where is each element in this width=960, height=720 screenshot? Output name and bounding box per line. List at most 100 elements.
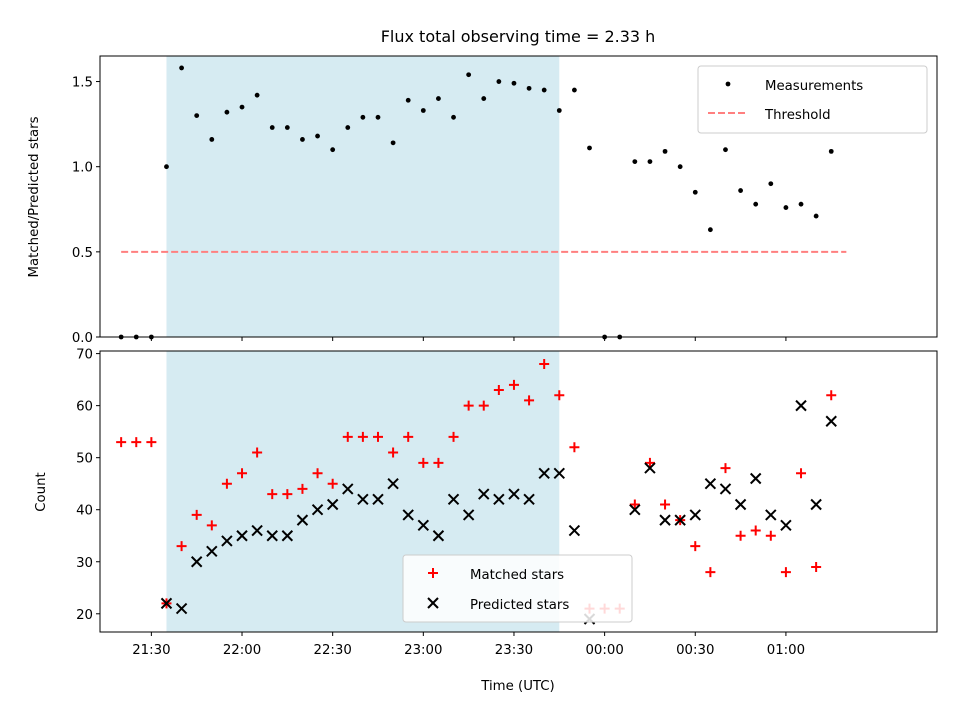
measurement-point (723, 147, 728, 153)
predicted-star-point (704, 477, 717, 490)
measurement-point (481, 96, 487, 101)
top-legend: Measurements Threshold (697, 65, 928, 134)
matched-star-point (357, 431, 368, 442)
bottom-ytick-label: 50 (76, 452, 93, 467)
predicted-star-point (175, 602, 188, 615)
measurement-point (390, 140, 396, 146)
legend-threshold-label: Threshold (764, 108, 831, 123)
measurement-point (436, 96, 441, 101)
measurement-point (315, 133, 320, 139)
predicted-star-point (236, 530, 248, 542)
measurement-point (466, 72, 472, 78)
bottom-legend-box (402, 554, 633, 623)
measurement-point (662, 148, 668, 154)
matched-star-point (252, 447, 263, 458)
top-marks (118, 65, 847, 340)
matched-star-point (237, 468, 248, 479)
x-tick-label: 23:30 (495, 643, 533, 658)
x-tick-label: 21:30 (132, 643, 170, 658)
bottom-ytick-label: 70 (76, 348, 93, 363)
matched-star-point (267, 489, 278, 500)
measurement-point (511, 80, 517, 86)
predicted-star-point (765, 509, 777, 521)
measurement-point (647, 159, 653, 164)
matched-star-point (478, 400, 489, 411)
predicted-star-point (417, 519, 430, 532)
bottom-ytick-label: 30 (76, 556, 93, 571)
matched-star-point (735, 530, 746, 541)
top-legend-box (697, 65, 928, 134)
measurement-point (405, 97, 411, 103)
measurement-point (194, 113, 200, 119)
x-axis-label: Time (UTC) (480, 679, 555, 694)
measurement-point (541, 87, 547, 93)
predicted-star-point (825, 415, 837, 427)
x-tick-label: 00:30 (676, 643, 714, 658)
matched-star-point (176, 541, 187, 552)
bottom-ytick-label: 60 (76, 400, 93, 415)
measurement-point (828, 148, 834, 154)
matched-star-point (524, 395, 535, 406)
matched-star-point (388, 447, 399, 458)
measurement-point (375, 114, 381, 120)
predicted-star-point (326, 498, 339, 511)
predicted-star-point (810, 498, 822, 511)
top-ylabel: Matched/Predicted stars (27, 116, 42, 277)
matched-star-point (569, 442, 580, 453)
matched-star-point (644, 457, 655, 468)
matched-star-point (327, 478, 338, 489)
measurement-point (224, 109, 230, 115)
measurement-point (707, 227, 713, 233)
bottom-panel: 20 30 40 50 60 70 21:30 22:00 22:30 23:00 23:30 00:… (34, 348, 938, 694)
top-ytick-label: 0.5 (72, 246, 93, 261)
predicted-star-point (296, 514, 309, 526)
matched-star-point (826, 390, 837, 401)
predicted-star-point (719, 483, 732, 495)
measurement-point (783, 205, 789, 210)
predicted-star-point (478, 488, 490, 500)
figure-title: Flux total observing time = 2.33 h (381, 27, 656, 46)
predicted-star-point (780, 519, 792, 532)
bottom-ylabel: Count (34, 472, 49, 512)
legend-predicted-marker (427, 597, 439, 609)
matched-star-point (191, 509, 202, 520)
measurement-point (420, 108, 426, 113)
predicted-star-point (689, 509, 701, 521)
matched-star-point (342, 431, 353, 442)
matched-star-point (690, 541, 701, 552)
bottom-axes: 20 30 40 50 60 70 21:30 22:00 22:30 23:00 23:30 00:… (76, 348, 805, 658)
predicted-star-point (447, 493, 460, 506)
measurement-point (556, 108, 562, 113)
predicted-star-point (402, 509, 414, 521)
matched-star-point (705, 567, 716, 578)
x-tick-label: 22:30 (314, 643, 352, 658)
measurement-point (284, 125, 290, 130)
bottom-ytick-label: 40 (76, 504, 93, 519)
predicted-star-point (749, 472, 762, 485)
matched-star-point (765, 530, 776, 541)
matched-star-point (750, 525, 761, 536)
predicted-star-point (342, 483, 354, 495)
predicted-star-point (629, 504, 641, 516)
measurement-point (360, 114, 366, 120)
measurement-point (738, 188, 743, 193)
top-ytick-label: 1.5 (72, 76, 93, 91)
legend-predicted-label: Predicted stars (470, 598, 569, 613)
x-tick-label: 01:00 (767, 643, 805, 658)
measurement-point (269, 125, 275, 130)
matched-star-point (554, 390, 565, 401)
top-panel: 0.0 0.5 1.0 1.5 Matched/Predicted stars Mea… (27, 55, 938, 346)
top-frame (99, 55, 938, 338)
top-axes: 0.0 0.5 1.0 1.5 (72, 76, 787, 346)
predicted-star-point (795, 399, 807, 412)
bottom-ytick-label: 20 (76, 608, 93, 623)
matched-star-point (131, 437, 142, 448)
measurement-point (164, 164, 169, 170)
predicted-star-point (266, 530, 278, 542)
legend-measurements-label: Measurements (765, 79, 863, 94)
matched-star-point (206, 520, 217, 531)
matched-star-point (448, 431, 459, 442)
measurement-point (239, 104, 245, 110)
matched-star-point (418, 457, 429, 468)
predicted-star-point (659, 514, 671, 526)
